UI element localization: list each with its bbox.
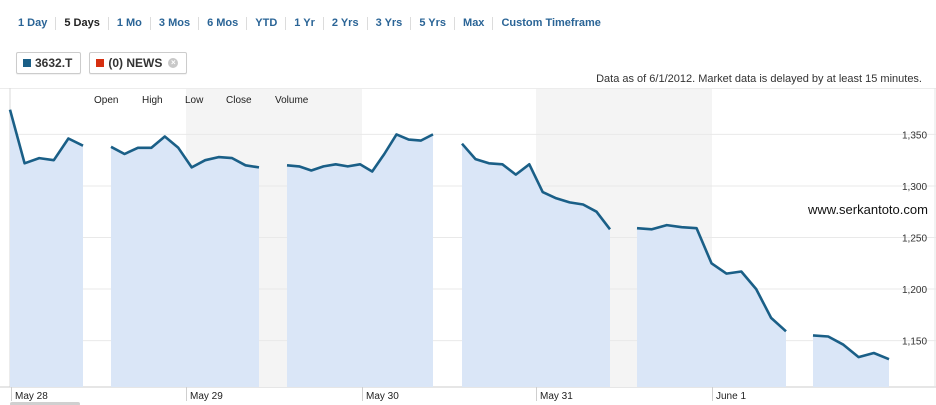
data-as-of-note: Data as of 6/1/2012. Market data is dela… [596, 73, 922, 85]
y-tick-label: 1,150 [902, 337, 927, 348]
series-area [462, 143, 610, 387]
remove-icon[interactable]: × [168, 58, 179, 68]
y-tick-label: 1,250 [902, 234, 927, 245]
series-line [110, 135, 260, 169]
series-line [8, 109, 84, 165]
y-tick-label: 1,200 [902, 285, 927, 296]
timeframe-bar: 1 Day 5 Days 1 Mo 3 Mos 6 Mos YTD 1 Yr 2 Yrs 3 Y… [10, 13, 609, 33]
timeframe-3-mos[interactable]: 3 Mos [151, 16, 200, 30]
x-tick-label: May 28 [15, 391, 48, 402]
symbol-tags: 3632.T (0) NEWS × [16, 52, 188, 74]
x-tick-label: June 1 [716, 391, 746, 402]
watermark: www.serkantoto.com [808, 202, 928, 217]
scrollbar-thumb [10, 402, 80, 405]
price-chart[interactable]: 1,150 1,200 1,250 1,300 1,350 Open High Low Clos… [0, 88, 936, 405]
series-line [286, 133, 434, 173]
timeframe-1-mo[interactable]: 1 Mo [109, 16, 151, 30]
x-tick-label: May 29 [190, 391, 223, 402]
series-area [813, 335, 889, 387]
x-tick-label: May 30 [366, 391, 399, 402]
legend-item: Volume [275, 95, 309, 106]
news-color-swatch [96, 59, 105, 67]
symbol-tag[interactable]: 3632.T [16, 52, 82, 74]
timeframe-6-mos[interactable]: 6 Mos [199, 16, 248, 30]
timeframe-1-yr[interactable]: 1 Yr [286, 16, 324, 30]
news-label: (0) NEWS [108, 56, 163, 70]
y-tick-label: 1,350 [902, 130, 927, 141]
timeframe-1-day[interactable]: 1 Day [10, 16, 57, 30]
timeframe-custom-timeframe[interactable]: Custom Timeframe [501, 16, 601, 29]
series-line [461, 142, 612, 231]
timeframe-ytd[interactable]: YTD [247, 16, 287, 30]
legend-item: Close [226, 95, 252, 106]
series-line [812, 334, 890, 361]
series-area [287, 134, 433, 387]
symbol-color-swatch [23, 59, 31, 67]
series-area [111, 136, 259, 387]
series-area [637, 225, 786, 387]
y-tick-label: 1,300 [902, 182, 927, 193]
legend-item: High [142, 95, 163, 106]
symbol-label: 3632.T [35, 56, 73, 70]
timeframe-5-yrs[interactable]: 5 Yrs [411, 16, 456, 30]
timeframe-max[interactable]: Max [455, 16, 494, 30]
timeframe-2-yrs[interactable]: 2 Yrs [324, 16, 368, 30]
legend-item: Open [94, 95, 118, 106]
timeframe-5-days[interactable]: 5 Days [56, 16, 109, 30]
timeframe-3-yrs[interactable]: 3 Yrs [368, 16, 412, 30]
series-line [636, 223, 787, 333]
x-tick-label: May 31 [540, 391, 573, 402]
series-area [10, 109, 83, 387]
legend-item: Low [185, 95, 204, 106]
news-tag[interactable]: (0) NEWS × [89, 52, 188, 74]
